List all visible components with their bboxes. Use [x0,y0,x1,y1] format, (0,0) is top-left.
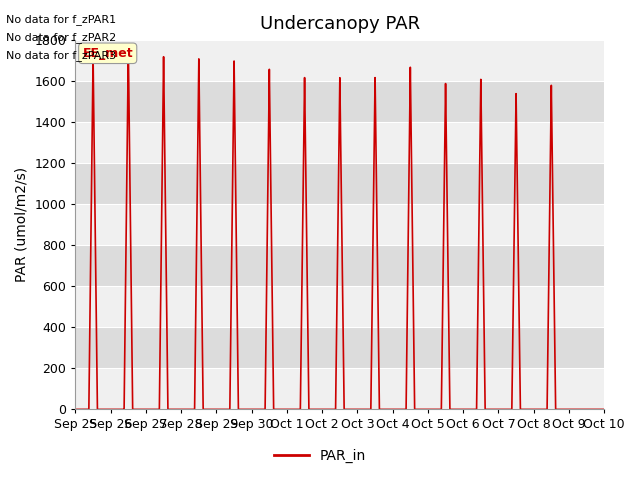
Y-axis label: PAR (umol/m2/s): PAR (umol/m2/s) [15,167,29,282]
Bar [76,40,604,81]
Bar [76,327,604,368]
Text: EE_met: EE_met [83,47,133,60]
Title: Undercanopy PAR: Undercanopy PAR [260,15,420,33]
Text: No data for f_zPAR1: No data for f_zPAR1 [6,13,116,24]
Bar [76,163,604,204]
Text: No data for f_zPAR3: No data for f_zPAR3 [6,50,116,61]
Bar [76,368,604,409]
Bar [76,122,604,163]
Bar [76,286,604,327]
Bar [76,81,604,122]
Bar [76,204,604,245]
Bar [76,245,604,286]
Text: No data for f_zPAR2: No data for f_zPAR2 [6,32,116,43]
Legend: PAR_in: PAR_in [268,443,372,468]
